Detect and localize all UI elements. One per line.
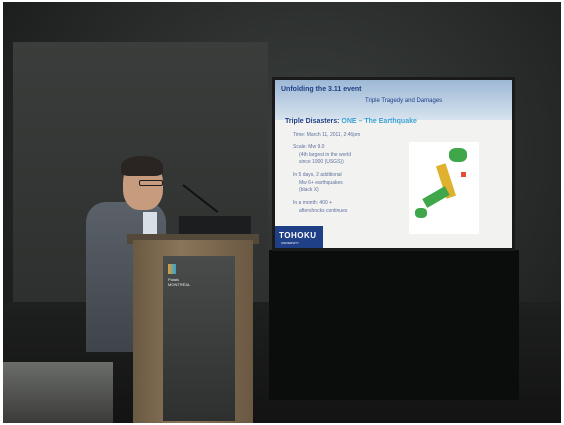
slide-line: Scale: Mw 9.0 xyxy=(293,144,325,150)
venue-label-line1: Palais xyxy=(168,277,179,282)
podium-panel xyxy=(163,256,235,421)
slide-line: aftershocks continues xyxy=(299,208,348,214)
slide-line: (black X) xyxy=(299,187,319,193)
japan-map xyxy=(409,142,479,234)
tohoku-logo: TOHOKU xyxy=(279,231,317,240)
glasses xyxy=(139,180,163,186)
epicenter-marker xyxy=(461,172,466,177)
slide-line: Mw 6+ earthquakes xyxy=(299,180,343,186)
bullet-prefix: Triple Disasters: xyxy=(285,118,340,125)
map-island xyxy=(422,186,450,208)
slide-header xyxy=(275,80,512,120)
slide-line: In 5 days, 2 additional xyxy=(293,172,342,178)
stage-table xyxy=(269,250,519,400)
side-table xyxy=(3,362,113,423)
slide-line: since 1900 (USGS)) xyxy=(299,159,344,165)
slide-bullet: Triple Disasters: ONE – The Earthquake xyxy=(285,118,417,125)
podium-top xyxy=(127,234,259,244)
slide-title: Unfolding the 3.11 event xyxy=(281,86,362,93)
map-island xyxy=(449,148,467,162)
logo-bar xyxy=(275,226,323,248)
slide-line: (4th largest in the world xyxy=(299,152,351,158)
venue-label: Palais MONTRÉAL xyxy=(168,277,232,287)
slide-line: In a month: 400 + xyxy=(293,200,333,206)
slide-line: Time: March 11, 2011, 2:46pm xyxy=(293,132,361,138)
map-island xyxy=(415,208,427,218)
laptop xyxy=(179,216,251,238)
speaker-hair xyxy=(121,156,163,176)
slide-subtitle: Triple Tragedy and Damages xyxy=(365,98,443,104)
venue-logo-icon xyxy=(168,264,176,274)
tohoku-logo-sub: UNIVERSITY xyxy=(281,241,300,245)
projection-screen: Unfolding the 3.11 event Triple Tragedy … xyxy=(275,80,512,248)
conference-photo: Unfolding the 3.11 event Triple Tragedy … xyxy=(3,2,561,423)
venue-label-line2: MONTRÉAL xyxy=(168,282,191,287)
bullet-highlight: ONE – The Earthquake xyxy=(341,118,417,125)
